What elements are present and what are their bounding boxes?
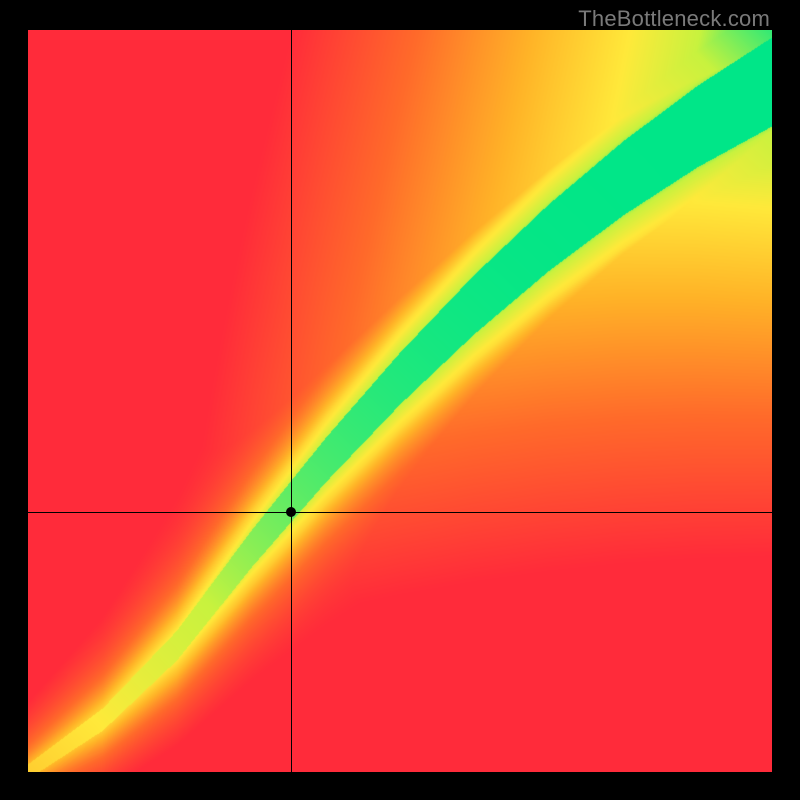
crosshair-horizontal: [28, 512, 772, 513]
watermark-text: TheBottleneck.com: [578, 6, 770, 32]
crosshair-marker: [286, 507, 296, 517]
heatmap-plot-area: [28, 30, 772, 772]
heatmap-canvas: [28, 30, 772, 772]
crosshair-vertical: [291, 30, 292, 772]
